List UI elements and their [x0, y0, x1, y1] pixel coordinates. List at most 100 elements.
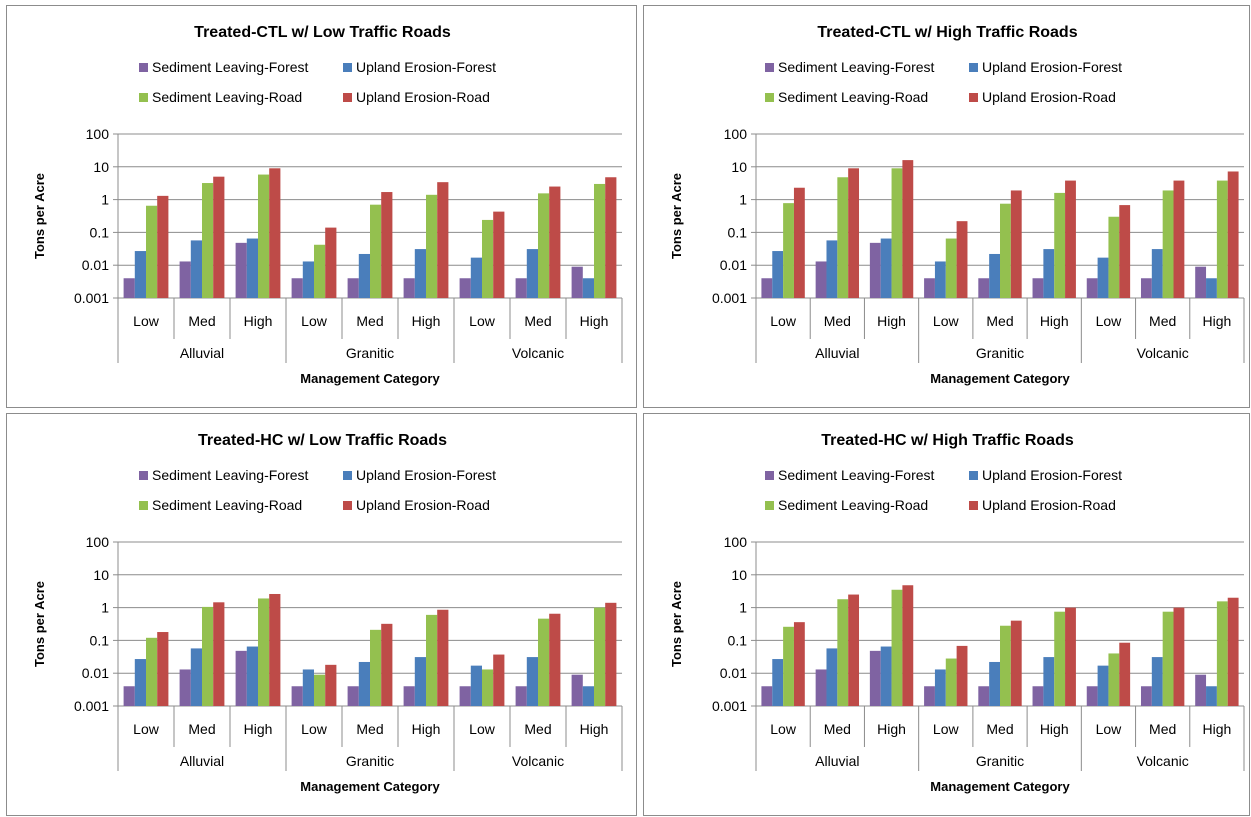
- bar-upland-erosion-forest-alluvial-low: [772, 251, 784, 298]
- x-category-label: Med: [188, 721, 215, 737]
- x-category-label: High: [412, 721, 441, 737]
- y-tick-label: 1: [101, 192, 109, 208]
- y-tick-label: 100: [724, 534, 748, 550]
- bar-upland-erosion-road-volcanic-low: [493, 654, 505, 706]
- bar-upland-erosion-forest-volcanic-high: [1206, 278, 1217, 298]
- x-category-label: Low: [1096, 721, 1123, 737]
- legend-label-upland-erosion-forest: Upland Erosion-Forest: [356, 467, 496, 483]
- bar-upland-erosion-forest-alluvial-low: [134, 251, 146, 298]
- bar-upland-erosion-forest-volcanic-low: [470, 257, 482, 298]
- x-group-label-granitic: Granitic: [976, 345, 1024, 361]
- bar-sediment-leaving-forest-volcanic-high: [571, 266, 583, 298]
- x-category-label: High: [1202, 721, 1231, 737]
- bar-sediment-leaving-road-volcanic-med: [1162, 190, 1174, 298]
- x-axis-title: Management Category: [930, 371, 1070, 386]
- x-category-label: High: [580, 313, 609, 329]
- x-axis-title: Management Category: [300, 371, 440, 386]
- x-category-label: High: [877, 721, 906, 737]
- bar-sediment-leaving-road-granitic-low: [314, 244, 326, 298]
- bar-sediment-leaving-road-volcanic-med: [538, 618, 550, 706]
- bar-sediment-leaving-forest-alluvial-high: [235, 650, 247, 706]
- bar-sediment-leaving-forest-alluvial-high: [235, 242, 247, 298]
- y-tick-label: 0.1: [90, 632, 110, 648]
- y-tick-label: 0.01: [82, 665, 109, 681]
- legend-swatch-upland-erosion-road: [343, 501, 352, 510]
- legend-label-upland-erosion-forest: Upland Erosion-Forest: [982, 467, 1122, 483]
- legend-label-upland-erosion-road: Upland Erosion-Road: [982, 89, 1116, 105]
- x-category-label: Med: [824, 313, 851, 329]
- x-category-label: High: [877, 313, 906, 329]
- legend-swatch-upland-erosion-forest: [343, 471, 352, 480]
- y-tick-label: 0.01: [82, 257, 109, 273]
- x-category-label: Med: [356, 721, 383, 737]
- bar-sediment-leaving-road-volcanic-med: [1162, 611, 1174, 706]
- legend-label-sediment-leaving-forest: Sediment Leaving-Forest: [152, 59, 309, 75]
- bar-upland-erosion-road-granitic-high: [437, 182, 449, 298]
- legend-swatch-sediment-leaving-road: [765, 501, 774, 510]
- x-axis-title: Management Category: [300, 779, 440, 794]
- bar-upland-erosion-forest-granitic-med: [358, 253, 370, 298]
- legend-label-sediment-leaving-forest: Sediment Leaving-Forest: [778, 59, 935, 75]
- bar-sediment-leaving-road-granitic-high: [1054, 192, 1066, 298]
- bar-upland-erosion-road-granitic-high: [1065, 180, 1076, 298]
- bar-upland-erosion-road-volcanic-low: [1119, 642, 1131, 706]
- legend-label-sediment-leaving-forest: Sediment Leaving-Forest: [778, 467, 935, 483]
- bar-sediment-leaving-forest-granitic-low: [291, 278, 303, 298]
- x-category-label: High: [1040, 721, 1069, 737]
- bar-upland-erosion-road-volcanic-high: [1227, 171, 1239, 298]
- bar-upland-erosion-road-alluvial-med: [848, 594, 860, 706]
- x-category-label: Med: [1149, 721, 1176, 737]
- bar-sediment-leaving-road-volcanic-med: [538, 193, 550, 298]
- bar-sediment-leaving-road-alluvial-med: [202, 183, 214, 298]
- y-axis-title: Tons per Acre: [32, 173, 47, 259]
- bar-sediment-leaving-road-volcanic-low: [1108, 216, 1120, 298]
- bar-sediment-leaving-forest-granitic-high: [403, 686, 415, 706]
- x-category-label: Low: [933, 313, 960, 329]
- legend-label-upland-erosion-road: Upland Erosion-Road: [356, 89, 490, 105]
- legend-swatch-sediment-leaving-forest: [765, 471, 774, 480]
- x-category-label: Med: [188, 313, 215, 329]
- y-tick-label: 1: [739, 600, 747, 616]
- bar-upland-erosion-road-granitic-med: [381, 623, 393, 706]
- bar-sediment-leaving-road-alluvial-low: [783, 203, 794, 298]
- bar-upland-erosion-road-volcanic-high: [1227, 597, 1239, 706]
- bar-sediment-leaving-road-alluvial-med: [837, 599, 849, 706]
- x-group-label-alluvial: Alluvial: [180, 753, 224, 769]
- bar-upland-erosion-road-volcanic-med: [549, 186, 561, 298]
- legend-swatch-upland-erosion-forest: [969, 471, 978, 480]
- bar-sediment-leaving-forest-alluvial-low: [761, 278, 773, 298]
- y-tick-label: 0.1: [728, 632, 748, 648]
- bar-sediment-leaving-road-alluvial-low: [146, 637, 158, 706]
- bar-upland-erosion-road-granitic-low: [956, 221, 968, 298]
- bar-upland-erosion-road-granitic-low: [325, 664, 337, 706]
- legend-label-sediment-leaving-forest: Sediment Leaving-Forest: [152, 467, 309, 483]
- bar-sediment-leaving-forest-alluvial-med: [815, 261, 827, 298]
- chart-svg-hc-low-traffic: Treated-HC w/ Low Traffic Roads Sediment …: [32, 432, 623, 794]
- x-category-label: High: [1202, 313, 1231, 329]
- bar-upland-erosion-forest-granitic-high: [1043, 657, 1055, 706]
- bar-upland-erosion-forest-volcanic-med: [526, 657, 538, 706]
- y-tick-label: 1: [101, 600, 109, 616]
- legend-swatch-sediment-leaving-road: [139, 501, 148, 510]
- x-category-label: Low: [1096, 313, 1123, 329]
- bar-upland-erosion-forest-granitic-low: [302, 261, 314, 298]
- chart-panel-ctl-low-traffic: Treated-CTL w/ Low Traffic Roads Sediment…: [6, 5, 637, 408]
- legend-swatch-upland-erosion-road: [343, 93, 352, 102]
- bar-upland-erosion-forest-volcanic-low: [470, 665, 482, 706]
- bar-sediment-leaving-forest-alluvial-low: [123, 278, 135, 298]
- bar-upland-erosion-forest-alluvial-high: [246, 646, 258, 706]
- bar-sediment-leaving-road-volcanic-high: [594, 607, 606, 706]
- bar-upland-erosion-forest-granitic-low: [934, 261, 946, 298]
- x-category-label: Med: [986, 721, 1013, 737]
- legend-label-upland-erosion-forest: Upland Erosion-Forest: [356, 59, 496, 75]
- x-group-label-granitic: Granitic: [346, 753, 394, 769]
- y-tick-label: 0.001: [712, 698, 747, 714]
- bar-sediment-leaving-road-alluvial-high: [891, 168, 903, 298]
- x-category-label: Med: [824, 721, 851, 737]
- chart-title: Treated-CTL w/ Low Traffic Roads: [194, 24, 451, 41]
- bar-sediment-leaving-road-alluvial-high: [258, 174, 270, 298]
- bar-sediment-leaving-road-volcanic-high: [1216, 601, 1228, 706]
- bar-sediment-leaving-forest-granitic-med: [978, 686, 990, 706]
- y-tick-label: 100: [86, 534, 110, 550]
- legend-label-sediment-leaving-road: Sediment Leaving-Road: [152, 89, 302, 105]
